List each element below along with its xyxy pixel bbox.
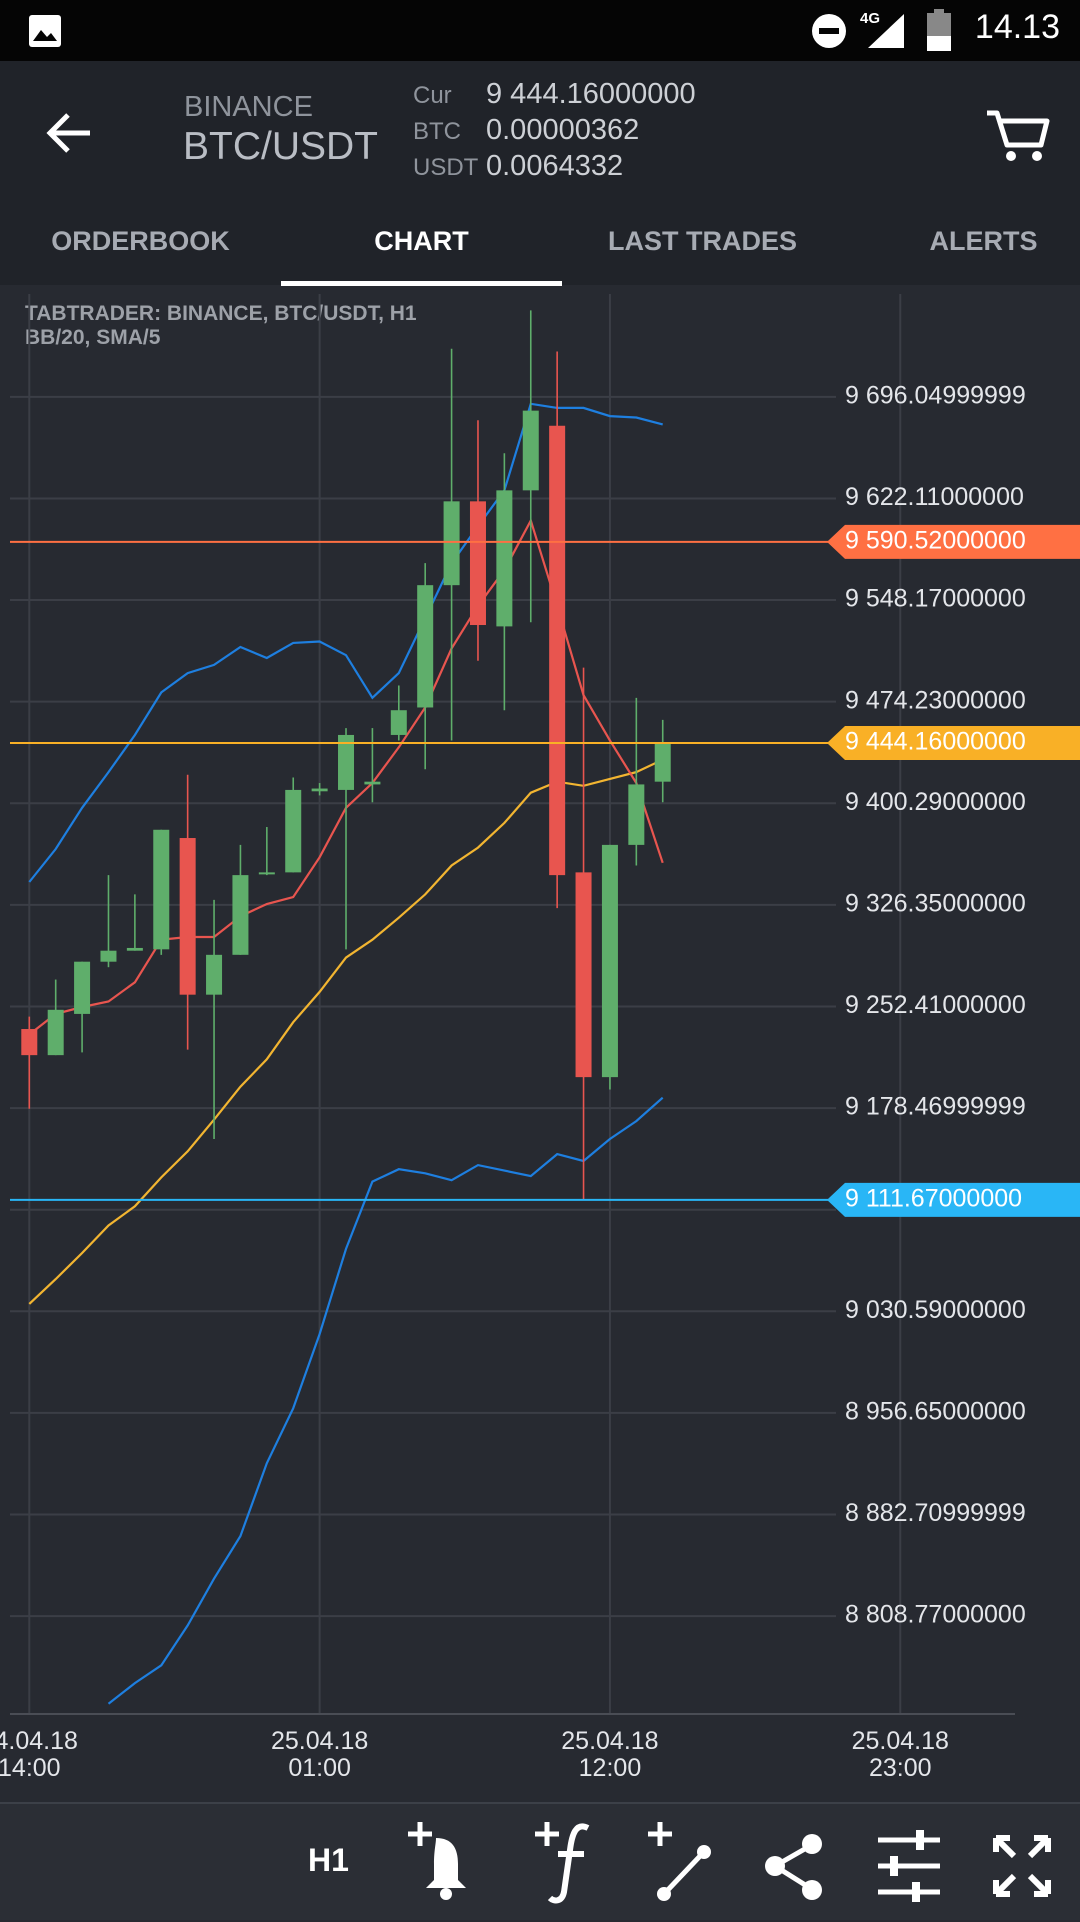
price-tag-label: 9 111.67000000 bbox=[845, 1184, 1022, 1212]
share-button[interactable] bbox=[765, 1834, 822, 1900]
candle-body bbox=[549, 425, 566, 876]
quote-label: USDT bbox=[413, 154, 479, 181]
indicator-line bbox=[107, 1096, 664, 1705]
candle-body bbox=[311, 788, 328, 792]
y-tick-label: 9 548.17000000 bbox=[845, 585, 1026, 613]
signal-icon bbox=[868, 14, 904, 48]
price-tag bbox=[827, 1182, 1080, 1217]
price-tag-label: 9 590.52000000 bbox=[845, 526, 1026, 554]
candle-body bbox=[417, 585, 434, 708]
tab-bar: ORDERBOOK CHART LAST TRADES ALERTS bbox=[0, 208, 1080, 286]
y-tick-label: 8 956.65000000 bbox=[845, 1398, 1026, 1426]
price-tag bbox=[827, 524, 1080, 559]
y-tick-label: 9 400.29000000 bbox=[845, 788, 1026, 816]
candle-body bbox=[496, 490, 513, 627]
quote-label: Cur bbox=[413, 82, 452, 109]
candle-body bbox=[47, 1009, 64, 1056]
gallery-icon bbox=[29, 15, 61, 47]
candle-body bbox=[179, 838, 196, 995]
add-indicator-button[interactable] bbox=[535, 1822, 590, 1904]
candle-body bbox=[575, 872, 592, 1078]
candle-body bbox=[522, 410, 539, 491]
y-tick-label: 8 882.70999999 bbox=[845, 1499, 1026, 1527]
y-tick-label: 9 030.59000000 bbox=[845, 1296, 1026, 1324]
candle-body bbox=[232, 875, 249, 955]
candle-body bbox=[126, 947, 143, 951]
fullscreen-button[interactable] bbox=[993, 1835, 1051, 1897]
status-bar: 4G 14.13 bbox=[0, 0, 1080, 61]
add-alert-button[interactable] bbox=[408, 1822, 466, 1900]
active-tab-indicator bbox=[281, 281, 562, 286]
tab[interactable]: ALERTS bbox=[929, 226, 1038, 256]
back-button[interactable] bbox=[46, 109, 94, 157]
quote-value: 9 444.16000000 bbox=[486, 78, 696, 110]
candle-body bbox=[153, 829, 170, 950]
exchange-name: BINANCE bbox=[184, 91, 313, 123]
price-chart: TABTRADER: BINANCE, BTC/USDT, H1 BB/20, … bbox=[10, 294, 1080, 1715]
candle-body bbox=[74, 961, 91, 1014]
toolbar: H1 bbox=[0, 1802, 1080, 1920]
toolbar-icons bbox=[408, 1822, 1051, 1904]
y-tick-label: 9 696.04999999 bbox=[845, 381, 1026, 409]
price-tag-label: 9 444.16000000 bbox=[845, 728, 1026, 756]
x-tick-label: 25.04.18 12:00 bbox=[561, 1727, 659, 1782]
candle-body bbox=[443, 501, 460, 586]
candle-body bbox=[654, 742, 671, 782]
y-tick-label: 9 474.23000000 bbox=[845, 686, 1026, 714]
y-tick-label: 9 178.46999999 bbox=[845, 1093, 1026, 1121]
x-tick-label: 25.04.18 01:00 bbox=[270, 1727, 369, 1782]
y-tick-label: 9 252.41000000 bbox=[845, 991, 1026, 1019]
chart-subtitle: BB/20, SMA/5 bbox=[25, 326, 161, 349]
y-tick-label: 8 808.77000000 bbox=[845, 1601, 1026, 1629]
add-drawing-button[interactable] bbox=[648, 1822, 711, 1901]
candle-body bbox=[601, 844, 618, 1078]
quote-value: 0.00000362 bbox=[486, 114, 640, 146]
candle-body bbox=[21, 1029, 38, 1056]
price-tag bbox=[827, 725, 1080, 760]
tab[interactable]: LAST TRADES bbox=[608, 226, 797, 256]
quote-label: BTC bbox=[413, 118, 461, 145]
candle-body bbox=[338, 734, 355, 790]
candle-body bbox=[364, 781, 381, 785]
x-tick-label: 24.04.18 14:00 bbox=[0, 1727, 78, 1782]
tab[interactable]: ORDERBOOK bbox=[51, 226, 230, 256]
quote-value: 0.0064332 bbox=[486, 150, 624, 182]
candle-body bbox=[469, 501, 486, 626]
cart-button[interactable] bbox=[985, 107, 1051, 163]
candle-body bbox=[258, 872, 275, 875]
tab[interactable]: CHART bbox=[374, 226, 469, 256]
candle-body bbox=[100, 950, 117, 962]
y-tick-label: 9 622.11000000 bbox=[845, 483, 1024, 511]
network-type: 4G bbox=[860, 10, 881, 27]
pair-name: BTC/USDT bbox=[183, 125, 378, 168]
header: BINANCE BTC/USDT Cur 9 444.16000000 BTC … bbox=[0, 61, 1080, 208]
clock: 14.13 bbox=[974, 8, 1060, 46]
candle-body bbox=[206, 954, 223, 995]
chart-title: TABTRADER: BINANCE, BTC/USDT, H1 bbox=[25, 302, 417, 325]
settings-button[interactable] bbox=[878, 1830, 940, 1902]
candle-body bbox=[628, 784, 645, 845]
y-tick-label: 9 326.35000000 bbox=[845, 889, 1026, 917]
candle-body bbox=[285, 789, 302, 873]
dnd-icon bbox=[812, 14, 846, 48]
battery-icon bbox=[927, 9, 951, 51]
timeframe-button[interactable]: H1 bbox=[308, 1842, 349, 1878]
x-tick-label: 25.04.18 23:00 bbox=[851, 1727, 949, 1782]
candle-body bbox=[390, 710, 407, 735]
